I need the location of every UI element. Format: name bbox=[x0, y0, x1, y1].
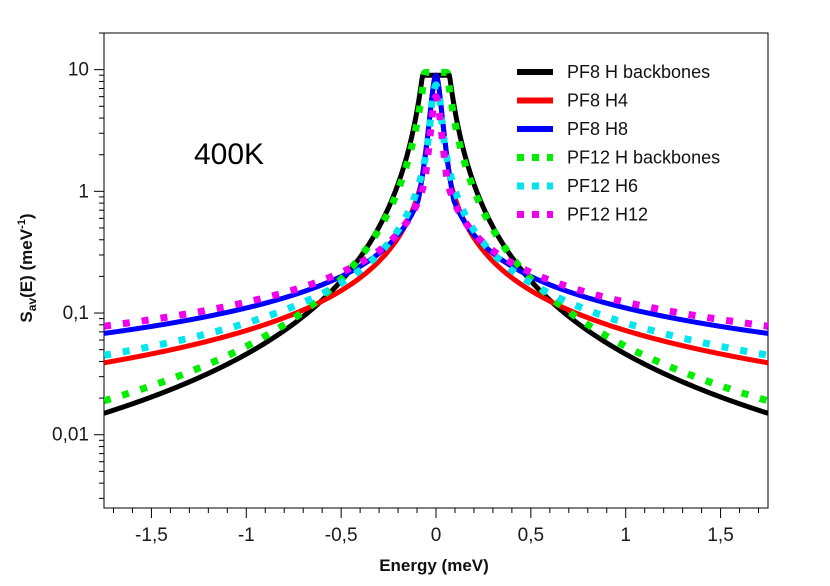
axes-layer bbox=[94, 32, 760, 518]
x-tick-label: -0,5 bbox=[325, 525, 358, 546]
y-axis-title-sub: av bbox=[25, 298, 39, 312]
legend-label: PF12 H6 bbox=[567, 176, 638, 196]
series-line-pf12-h6 bbox=[104, 81, 768, 359]
y-tick-label: 0,01 bbox=[52, 425, 89, 446]
x-tick-label: 1 bbox=[620, 525, 631, 546]
labels-layer: -1,5 -1 -0,5 0 0,5 1 1,5 10 1 0,1 0,01 bbox=[52, 60, 734, 546]
y-tick-label: 0,1 bbox=[63, 303, 89, 324]
x-axis-title: Energy (meV) bbox=[379, 556, 489, 575]
y-axis-title-rest: (E) (meV bbox=[17, 228, 36, 298]
y-tick-label: 1 bbox=[78, 181, 89, 202]
x-tick-label: 0,5 bbox=[518, 525, 544, 546]
chart-annotation: 400K bbox=[194, 138, 264, 171]
legend-label: PF12 H12 bbox=[567, 205, 648, 225]
x-tick-label: 0 bbox=[431, 525, 442, 546]
legend-label: PF12 H backbones bbox=[567, 148, 720, 168]
x-tick-label: 1,5 bbox=[707, 525, 733, 546]
series-line-pf12-h-backbones bbox=[104, 68, 768, 405]
y-tick-label: 10 bbox=[68, 60, 89, 81]
series-line-pf12-h12 bbox=[104, 93, 768, 330]
series-line-pf8-h8 bbox=[104, 72, 768, 336]
x-tick-label: -1 bbox=[238, 525, 255, 546]
x-tick-label: -1,5 bbox=[135, 525, 168, 546]
legend: PF8 H backbones PF8 H4 PF8 H8 PF12 H backbo… bbox=[517, 62, 720, 225]
legend-label: PF8 H4 bbox=[567, 91, 628, 111]
y-axis-title-main: S bbox=[17, 311, 36, 322]
plot-frame bbox=[103, 32, 769, 509]
y-axis-title-end: ) bbox=[17, 213, 36, 219]
series-layer bbox=[104, 68, 768, 416]
y-axis-title: Sav(E) (meV-1) bbox=[16, 213, 39, 322]
legend-label: PF8 H backbones bbox=[567, 62, 710, 82]
legend-label: PF8 H8 bbox=[567, 119, 628, 139]
y-axis-title-sup: -1 bbox=[16, 219, 28, 229]
